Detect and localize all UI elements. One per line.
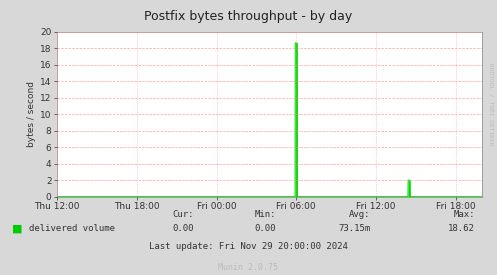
Text: delivered volume: delivered volume bbox=[29, 224, 115, 233]
Text: Max:: Max: bbox=[453, 210, 475, 219]
Text: Avg:: Avg: bbox=[349, 210, 370, 219]
Text: Last update: Fri Nov 29 20:00:00 2024: Last update: Fri Nov 29 20:00:00 2024 bbox=[149, 242, 348, 251]
Text: RRDTOOL / TOBI OETIKER: RRDTOOL / TOBI OETIKER bbox=[488, 63, 493, 146]
Y-axis label: bytes / second: bytes / second bbox=[27, 81, 36, 147]
Text: Min:: Min: bbox=[254, 210, 276, 219]
Text: 73.15m: 73.15m bbox=[338, 224, 370, 233]
Text: 0.00: 0.00 bbox=[254, 224, 276, 233]
Text: 18.62: 18.62 bbox=[448, 224, 475, 233]
Text: Cur:: Cur: bbox=[172, 210, 194, 219]
Text: Munin 2.0.75: Munin 2.0.75 bbox=[219, 263, 278, 272]
Text: Postfix bytes throughput - by day: Postfix bytes throughput - by day bbox=[144, 10, 353, 23]
Text: 0.00: 0.00 bbox=[172, 224, 194, 233]
Text: ■: ■ bbox=[12, 223, 23, 233]
